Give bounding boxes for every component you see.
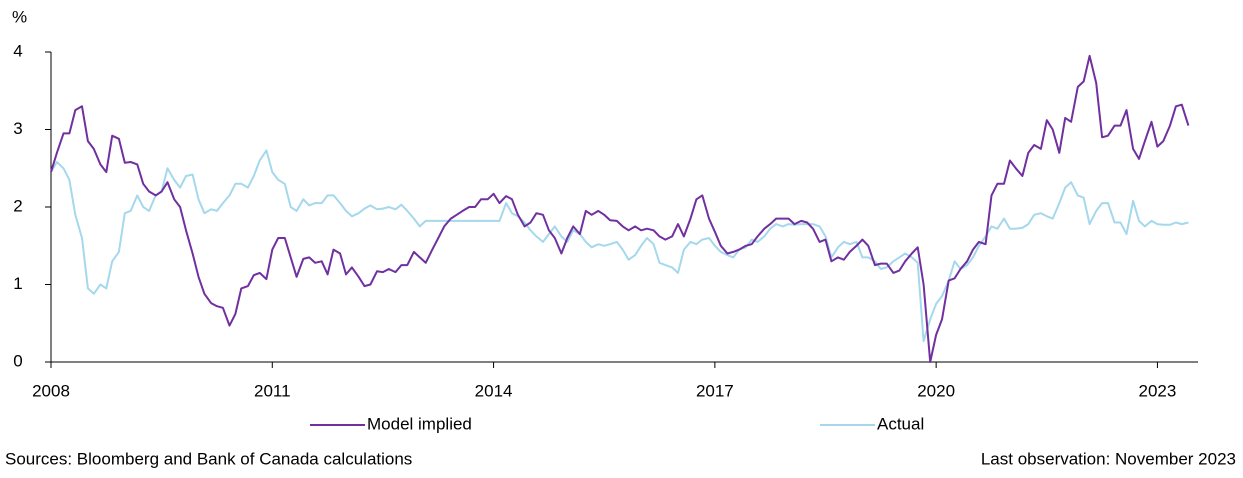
y-tick-label: 1	[13, 274, 22, 293]
y-tick-label: 2	[13, 196, 22, 215]
x-tick-label: 2008	[32, 381, 70, 400]
y-tick-label: 4	[13, 41, 22, 60]
y-unit: %	[12, 7, 27, 26]
x-tick-label: 2011	[254, 381, 291, 400]
series-line	[50, 149, 1189, 343]
source-note: Sources: Bloomberg and Bank of Canada ca…	[5, 449, 412, 468]
x-tick-label: 2023	[1139, 381, 1177, 400]
legend-label: Actual	[877, 414, 924, 433]
last-observation-note: Last observation: November 2023	[981, 449, 1236, 468]
legend-label: Model implied	[367, 414, 472, 433]
y-tick-label: 3	[13, 119, 22, 138]
x-tick-label: 2014	[475, 381, 513, 400]
series-line	[50, 54, 1190, 363]
x-tick-label: 2020	[917, 381, 955, 400]
y-tick-label: 0	[13, 351, 22, 370]
x-tick-label: 2017	[696, 381, 734, 400]
